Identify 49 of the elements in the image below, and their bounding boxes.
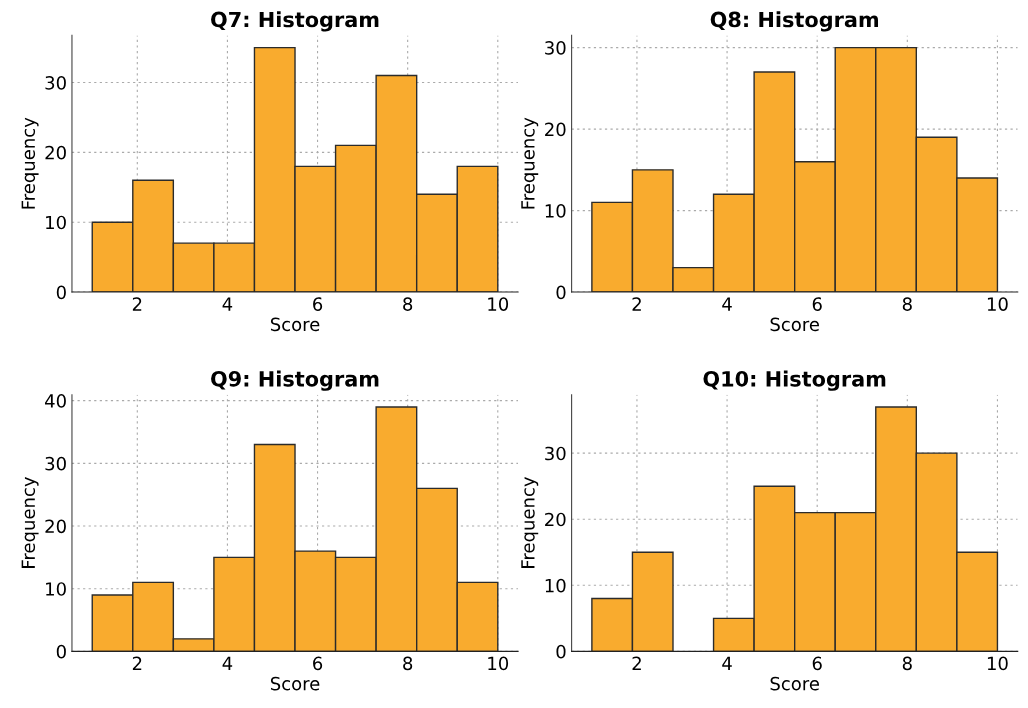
y-tick-label: 40 <box>45 394 66 408</box>
y-tick-label: 30 <box>45 76 66 90</box>
x-tick-label: 6 <box>812 656 822 671</box>
x-axis-title: Score <box>270 317 320 332</box>
x-tick-label: 8 <box>403 297 413 311</box>
y-tick-label: 0 <box>556 285 566 300</box>
x-tick-label: 2 <box>132 297 142 311</box>
chart-title: Q10: Histogram <box>703 370 886 391</box>
y-tick-label: 20 <box>545 512 566 527</box>
x-tick-label: 6 <box>313 656 323 671</box>
x-axis-title: Score <box>270 676 320 691</box>
x-tick-label: 6 <box>313 297 323 311</box>
x-tick-label: 6 <box>812 297 822 311</box>
x-axis-title: Score <box>770 317 819 332</box>
chart-title: Q7: Histogram <box>211 11 379 32</box>
x-tick-label: 8 <box>902 656 912 671</box>
y-tick-label: 0 <box>56 644 66 659</box>
x-tick-label: 4 <box>222 656 233 670</box>
x-tick-label: 2 <box>632 297 641 311</box>
y-tick-label: 30 <box>45 456 66 471</box>
y-tick-label: 20 <box>545 122 566 137</box>
y-tick-label: 10 <box>545 204 566 218</box>
y-tick-label: 10 <box>545 578 566 593</box>
x-tick-label: 10 <box>987 656 1008 671</box>
x-tick-label: 4 <box>722 656 732 670</box>
chart-title: Q8: Histogram <box>710 11 879 32</box>
x-tick-label: 4 <box>222 297 233 311</box>
y-tick-label: 10 <box>46 582 66 596</box>
y-axis-title: Frequency <box>21 117 39 209</box>
y-tick-label: 20 <box>45 519 66 534</box>
x-tick-label: 10 <box>488 656 509 671</box>
x-tick-label: 4 <box>722 297 732 311</box>
chart-title: Q9: Histogram <box>211 370 379 391</box>
y-tick-label: 0 <box>56 285 66 300</box>
y-tick-label: 10 <box>46 215 66 230</box>
y-tick-label: 0 <box>556 644 566 659</box>
y-axis-title: Frequency <box>521 117 539 209</box>
x-tick-label: 8 <box>902 297 912 311</box>
x-tick-label: 2 <box>632 656 641 670</box>
y-axis-title: Frequency <box>21 476 39 568</box>
y-tick-label: 30 <box>545 41 566 55</box>
x-axis-title: Score <box>770 676 819 691</box>
y-axis-title: Frequency <box>521 476 539 568</box>
y-tick-label: 20 <box>45 145 66 160</box>
x-tick-label: 2 <box>132 656 142 670</box>
x-tick-label: 10 <box>987 297 1008 311</box>
x-tick-label: 10 <box>488 297 509 311</box>
x-tick-label: 8 <box>403 656 413 671</box>
y-tick-label: 30 <box>545 446 566 461</box>
